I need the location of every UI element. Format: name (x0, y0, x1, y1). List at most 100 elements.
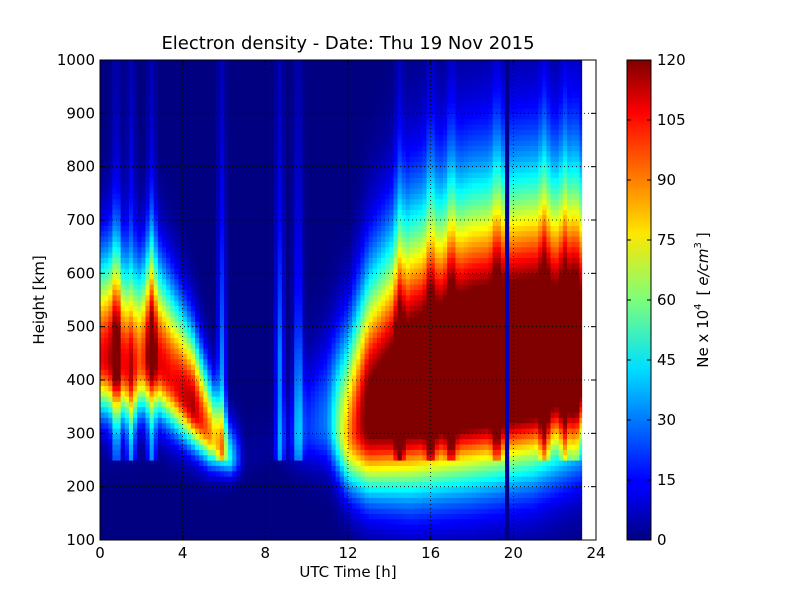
heatmap-cell (232, 342, 237, 349)
heatmap-cell (170, 369, 175, 376)
heatmap-cell (108, 428, 113, 434)
heatmap-cell (108, 145, 113, 152)
heatmap-cell (112, 321, 118, 328)
heatmap-cell (290, 316, 295, 322)
heatmap-cell (112, 102, 118, 109)
heatmap-cell (306, 369, 312, 376)
heatmap-cell (302, 289, 308, 296)
heatmap-cell (112, 364, 118, 370)
heatmap-cell (298, 300, 304, 306)
heatmap-cell (116, 513, 122, 520)
heatmap-cell (186, 81, 192, 88)
heatmap-cell (306, 102, 312, 109)
heatmap-cell (244, 438, 250, 445)
heatmap-cell (195, 193, 200, 200)
heatmap-cell (261, 380, 266, 386)
heatmap-cell (120, 465, 126, 472)
heatmap-cell (215, 241, 221, 248)
heatmap-cell (133, 246, 138, 253)
heatmap-cell (294, 60, 299, 66)
heatmap-cell (195, 70, 200, 77)
heatmap-cell (261, 150, 266, 157)
heatmap-cell (211, 252, 217, 258)
heatmap-cell (215, 444, 221, 450)
heatmap-cell (149, 401, 155, 408)
heatmap-cell (306, 76, 312, 82)
heatmap-cell (203, 118, 209, 125)
heatmap-cell (261, 97, 266, 104)
heatmap-cell (166, 150, 171, 157)
heatmap-cell (252, 209, 258, 216)
heatmap-cell (240, 145, 246, 152)
heatmap-cell (310, 161, 316, 168)
heatmap-cell (149, 204, 155, 210)
heatmap-cell (319, 412, 324, 418)
heatmap-cell (120, 156, 126, 162)
heatmap-cell (153, 262, 159, 269)
heatmap-cell (298, 140, 304, 146)
heatmap-cell (195, 358, 200, 365)
heatmap-cell (174, 508, 180, 514)
heatmap-cell (112, 390, 118, 397)
heatmap-cell (286, 102, 291, 109)
heatmap-cell (128, 492, 134, 498)
heatmap-cell (116, 465, 122, 472)
heatmap-cell (211, 412, 217, 418)
heatmap-cell (207, 278, 213, 285)
heatmap-cell (199, 374, 204, 381)
heatmap-cell (281, 108, 287, 114)
heatmap-cell (273, 486, 279, 493)
heatmap-cell (211, 236, 217, 242)
heatmap-cell (277, 465, 283, 472)
heatmap-cell (153, 166, 159, 173)
heatmap-cell (327, 358, 333, 365)
heatmap-cell (174, 433, 180, 440)
heatmap-cell (219, 150, 225, 157)
heatmap-cell (277, 198, 283, 205)
heatmap-cell (170, 294, 175, 301)
heatmap-cell (248, 358, 254, 365)
heatmap-cell (145, 236, 151, 242)
heatmap-cell (224, 337, 229, 344)
heatmap-cell (228, 193, 233, 200)
heatmap-cell (207, 262, 213, 269)
heatmap-cell (211, 444, 217, 450)
heatmap-cell (157, 236, 163, 242)
heatmap-cell (211, 369, 217, 376)
heatmap-cell (298, 305, 304, 312)
heatmap-cell (294, 534, 299, 540)
heatmap-cell (108, 284, 113, 290)
heatmap-cell (211, 182, 217, 189)
heatmap-cell (219, 124, 225, 130)
heatmap-cell (190, 406, 196, 413)
heatmap-cell (236, 150, 242, 157)
heatmap-cell (104, 518, 109, 525)
heatmap-cell (290, 273, 295, 280)
heatmap-cell (149, 81, 155, 88)
heatmap-cell (219, 406, 225, 413)
heatmap-cell (294, 380, 299, 386)
heatmap-cell (273, 97, 279, 104)
heatmap-cell (319, 140, 324, 146)
heatmap-cell (100, 518, 105, 525)
heatmap-cell (108, 81, 113, 88)
heatmap-cell (186, 300, 192, 306)
heatmap-cell (166, 486, 171, 493)
heatmap-cell (281, 188, 287, 194)
heatmap-cell (133, 129, 138, 136)
heatmap-cell (286, 492, 291, 498)
heatmap-cell (232, 492, 237, 498)
heatmap-cell (286, 81, 291, 88)
heatmap-cell (203, 172, 209, 178)
heatmap-cell (145, 273, 151, 280)
heatmap-cell (120, 225, 126, 232)
heatmap-cell (261, 76, 266, 82)
heatmap-cell (323, 465, 328, 472)
heatmap-cell (174, 81, 180, 88)
heatmap-cell (120, 278, 126, 285)
heatmap-cell (203, 470, 209, 477)
heatmap-cell (178, 401, 184, 408)
heatmap-cell (277, 444, 283, 450)
heatmap-cell (124, 166, 130, 173)
heatmap-cell (100, 108, 105, 114)
